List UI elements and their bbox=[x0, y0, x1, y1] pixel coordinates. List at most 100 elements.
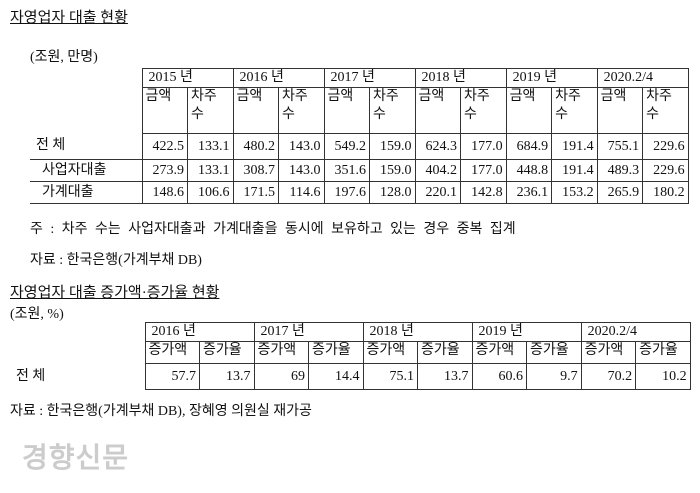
sub-header: 금액 bbox=[505, 87, 553, 134]
cell: 69 bbox=[253, 363, 310, 390]
subheader-row: 증가액 증가율 증가액 증가율 증가액 증가율 증가액 증가율 증가액 증가율 bbox=[10, 341, 691, 364]
cell: 133.1 bbox=[187, 159, 234, 182]
sub-header: 증가율 bbox=[526, 341, 582, 364]
sub-header: 차주 수 bbox=[187, 87, 234, 134]
row-label: 전 체 bbox=[36, 138, 66, 154]
title: 자영업자 대출 현황 bbox=[10, 10, 128, 26]
unit: (조원, 만명) bbox=[30, 50, 98, 65]
cell: 422.5 bbox=[141, 133, 188, 160]
sub-header: 차주 수 bbox=[369, 87, 416, 134]
cell: 404.2 bbox=[414, 159, 462, 182]
cell: 191.4 bbox=[551, 159, 598, 182]
cell: 229.6 bbox=[642, 133, 689, 160]
cell: 14.4 bbox=[308, 363, 364, 390]
cell: 106.6 bbox=[187, 181, 234, 204]
year-header: 2016 년 bbox=[144, 322, 255, 342]
year-header: 2020.2/4 bbox=[596, 68, 689, 88]
cell: 191.4 bbox=[551, 133, 598, 160]
row-label: 전 체 bbox=[16, 368, 46, 384]
cell: 128.0 bbox=[369, 181, 416, 204]
sub-header: 증가액 bbox=[471, 341, 528, 364]
cell: 70.2 bbox=[580, 363, 637, 390]
corner bbox=[10, 323, 145, 364]
cell: 480.2 bbox=[232, 133, 280, 160]
data-row: 사업자대출 273.9 133.1 308.7 143.0 351.6 159.0 404.2… bbox=[30, 159, 689, 182]
cell: 133.1 bbox=[187, 133, 234, 160]
year-header: 2016 년 bbox=[232, 68, 325, 88]
unit: (조원, %) bbox=[10, 307, 64, 322]
cell: 197.6 bbox=[323, 181, 371, 204]
sub-header: 금액 bbox=[596, 87, 644, 134]
cell: 13.7 bbox=[417, 363, 473, 390]
cell: 273.9 bbox=[141, 159, 188, 182]
sub-header: 증가율 bbox=[199, 341, 255, 364]
sub-header: 증가액 bbox=[253, 341, 310, 364]
cell: 448.8 bbox=[505, 159, 553, 182]
source: 자료 : 한국은행(가계부채 DB), 장혜영 의원실 재가공 bbox=[10, 404, 312, 419]
sub-header: 차주 수 bbox=[278, 87, 325, 134]
cell: 10.2 bbox=[635, 363, 691, 390]
sub-header: 증가율 bbox=[308, 341, 364, 364]
table: 2016 년 2017 년 2018 년 2019 년 2020.2/4 증가액 증가율 증가… bbox=[10, 322, 691, 390]
cell: 229.6 bbox=[642, 159, 689, 182]
sub-header: 금액 bbox=[323, 87, 371, 134]
cell: 148.6 bbox=[141, 181, 188, 204]
cell: 351.6 bbox=[323, 159, 371, 182]
cell: 624.3 bbox=[414, 133, 462, 160]
year-header: 2020.2/4 bbox=[580, 322, 691, 342]
table: 2015 년 2016 년 2017 년 2018 년 2019 년 2020.2/4 금액… bbox=[30, 68, 689, 204]
sub-header: 금액 bbox=[141, 87, 188, 134]
year-header: 2018 년 bbox=[414, 68, 507, 88]
cell: 308.7 bbox=[232, 159, 280, 182]
subheader-row: 금액 차주 수 금액 차주 수 금액 차주 수 금액 차주 수 금액 차주 수 금액 차주 수 bbox=[30, 87, 689, 134]
sub-header: 금액 bbox=[232, 87, 280, 134]
data-row: 전 체 57.7 13.7 69 14.4 75.1 13.7 60.6 9.7 70.2 10.2 bbox=[10, 363, 691, 390]
cell: 57.7 bbox=[144, 363, 200, 390]
cell: 143.0 bbox=[278, 159, 325, 182]
cell: 142.8 bbox=[460, 181, 507, 204]
data-row: 가계대출 148.6 106.6 171.5 114.6 197.6 128.0 220.1 1… bbox=[30, 181, 689, 204]
cell: 684.9 bbox=[505, 133, 553, 160]
cell: 13.7 bbox=[199, 363, 255, 390]
note: 주 : 차주 수는 사업자대출과 가계대출을 동시에 보유하고 있는 경우 중복… bbox=[30, 222, 516, 237]
year-header: 2017 년 bbox=[323, 68, 416, 88]
cell: 114.6 bbox=[278, 181, 325, 204]
cell: 143.0 bbox=[278, 133, 325, 160]
sub-header: 증가율 bbox=[417, 341, 473, 364]
watermark: 경향신문 bbox=[22, 441, 130, 474]
row-label: 가계대출 bbox=[30, 181, 143, 204]
corner bbox=[30, 69, 142, 134]
year-header: 2019 년 bbox=[471, 322, 582, 342]
sub-header: 차주 수 bbox=[460, 87, 507, 134]
cell: 177.0 bbox=[460, 159, 507, 182]
row-label: 사업자대출 bbox=[30, 159, 143, 182]
cell: 159.0 bbox=[369, 159, 416, 182]
cell: 171.5 bbox=[232, 181, 280, 204]
sub-header: 차주 수 bbox=[551, 87, 598, 134]
source: 자료 : 한국은행(가계부채 DB) bbox=[30, 253, 202, 268]
header-row: 2016 년 2017 년 2018 년 2019 년 2020.2/4 bbox=[10, 322, 691, 342]
header-row: 2015 년 2016 년 2017 년 2018 년 2019 년 2020.2/4 bbox=[30, 68, 689, 88]
cell: 60.6 bbox=[471, 363, 528, 390]
data-row: 전 체 422.5 133.1 480.2 143.0 549.2 159.0 624.3 17… bbox=[30, 133, 689, 160]
year-header: 2018 년 bbox=[362, 322, 473, 342]
cell: 9.7 bbox=[526, 363, 582, 390]
sub-header: 증가액 bbox=[580, 341, 637, 364]
sub-header: 증가율 bbox=[635, 341, 691, 364]
cell: 153.2 bbox=[551, 181, 598, 204]
sub-header: 차주 수 bbox=[642, 87, 689, 134]
cell: 549.2 bbox=[323, 133, 371, 160]
title: 자영업자 대출 증가액·증가율 현황 bbox=[10, 285, 220, 301]
sub-header: 금액 bbox=[414, 87, 462, 134]
year-header: 2019 년 bbox=[505, 68, 598, 88]
cell: 177.0 bbox=[460, 133, 507, 160]
cell: 489.3 bbox=[596, 159, 644, 182]
cell: 75.1 bbox=[362, 363, 419, 390]
year-header: 2015 년 bbox=[141, 68, 234, 88]
cell: 180.2 bbox=[642, 181, 689, 204]
sub-header: 증가액 bbox=[362, 341, 419, 364]
cell: 755.1 bbox=[596, 133, 644, 160]
cell: 236.1 bbox=[505, 181, 553, 204]
